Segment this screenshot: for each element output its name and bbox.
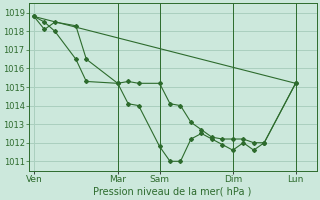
X-axis label: Pression niveau de la mer( hPa ): Pression niveau de la mer( hPa ) — [93, 187, 252, 197]
